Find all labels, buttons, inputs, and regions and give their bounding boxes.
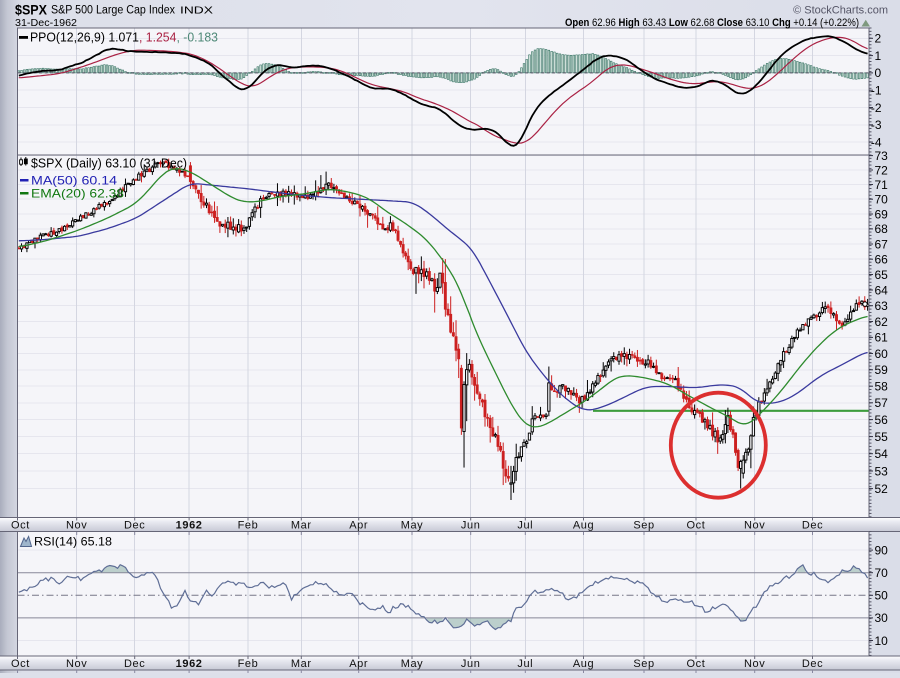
svg-text:Mar: Mar [291, 520, 312, 532]
svg-text:67: 67 [875, 237, 889, 251]
svg-text:Apr: Apr [349, 658, 368, 670]
svg-text:66: 66 [875, 253, 889, 267]
svg-text:65: 65 [875, 268, 889, 282]
svg-text:64: 64 [875, 283, 889, 297]
svg-text:MA(50) 60.14: MA(50) 60.14 [31, 174, 117, 188]
svg-text:-1: -1 [871, 84, 882, 98]
svg-text:EMA(20) 62.38: EMA(20) 62.38 [31, 187, 124, 201]
svg-text:0: 0 [875, 66, 882, 80]
svg-text:Aug: Aug [573, 658, 594, 670]
svg-text:S&P 500 Large Cap Index: S&P 500 Large Cap Index [51, 5, 175, 17]
svg-text:Jul: Jul [517, 658, 533, 670]
svg-text:55: 55 [875, 430, 889, 444]
svg-text:52: 52 [875, 482, 889, 496]
svg-text:53: 53 [875, 464, 889, 478]
svg-text:Jul: Jul [517, 520, 533, 532]
svg-text:30: 30 [875, 611, 889, 625]
svg-text:Oct: Oct [11, 520, 30, 532]
svg-text:Nov: Nov [66, 658, 87, 670]
svg-text:Dec: Dec [802, 658, 823, 670]
svg-text:1: 1 [875, 49, 882, 63]
svg-text:73: 73 [875, 149, 889, 163]
svg-text:70: 70 [875, 193, 889, 207]
svg-text:Sep: Sep [633, 658, 654, 670]
svg-text:61: 61 [875, 331, 889, 345]
svg-text:Jun: Jun [461, 658, 481, 670]
svg-text:Feb: Feb [238, 520, 259, 532]
svg-text:54: 54 [875, 447, 889, 461]
svg-text:58: 58 [875, 380, 889, 394]
svg-text:56: 56 [875, 413, 889, 427]
svg-text:71: 71 [875, 178, 889, 192]
svg-text:Nov: Nov [66, 520, 87, 532]
svg-text:10: 10 [875, 634, 889, 648]
svg-text:2: 2 [875, 32, 882, 46]
svg-text:31-Dec-1962: 31-Dec-1962 [15, 17, 77, 29]
svg-text:1962: 1962 [176, 658, 203, 670]
svg-text:60: 60 [875, 347, 889, 361]
svg-text:Oct: Oct [687, 520, 706, 532]
svg-text:Jun: Jun [461, 520, 481, 532]
svg-text:62: 62 [875, 315, 889, 329]
svg-text:$SPX (Daily) 63.10 (31 Dec): $SPX (Daily) 63.10 (31 Dec) [31, 157, 187, 171]
svg-text:Dec: Dec [124, 658, 145, 670]
svg-text:$SPX: $SPX [15, 2, 48, 18]
svg-text:72: 72 [875, 163, 889, 177]
svg-text:May: May [401, 658, 424, 670]
svg-text:68: 68 [875, 222, 889, 236]
svg-text:-2: -2 [871, 101, 882, 115]
svg-text:Nov: Nov [744, 520, 765, 532]
svg-text:Dec: Dec [124, 520, 145, 532]
svg-text:Aug: Aug [573, 520, 594, 532]
svg-text:Open 62.96 High 63.43 Low 62.6: Open 62.96 High 63.43 Low 62.68 Close 63… [565, 17, 859, 29]
svg-text:63: 63 [875, 299, 889, 313]
svg-text:1962: 1962 [176, 520, 203, 532]
svg-text:59: 59 [875, 363, 889, 377]
svg-text:90: 90 [875, 543, 889, 557]
svg-text:-3: -3 [871, 118, 882, 132]
svg-text:© StockCharts.com: © StockCharts.com [793, 5, 888, 17]
svg-text:Nov: Nov [744, 658, 765, 670]
svg-text:57: 57 [875, 396, 889, 410]
svg-text:May: May [401, 520, 424, 532]
svg-text:50: 50 [875, 589, 889, 603]
svg-text:PPO(12,26,9) 1.071, 1.254, -0.: PPO(12,26,9) 1.071, 1.254, -0.183 [30, 31, 218, 45]
svg-text:70: 70 [875, 566, 889, 580]
svg-text:Mar: Mar [291, 658, 312, 670]
svg-text:Feb: Feb [238, 658, 259, 670]
svg-text:RSI(14) 65.18: RSI(14) 65.18 [34, 535, 112, 549]
svg-text:Apr: Apr [349, 520, 368, 532]
svg-text:-4: -4 [871, 135, 882, 149]
svg-text:Dec: Dec [802, 520, 823, 532]
svg-text:Oct: Oct [687, 658, 706, 670]
svg-text:Sep: Sep [633, 520, 654, 532]
svg-text:INDX: INDX [180, 5, 213, 17]
svg-text:Oct: Oct [11, 658, 30, 670]
svg-text:69: 69 [875, 207, 889, 221]
